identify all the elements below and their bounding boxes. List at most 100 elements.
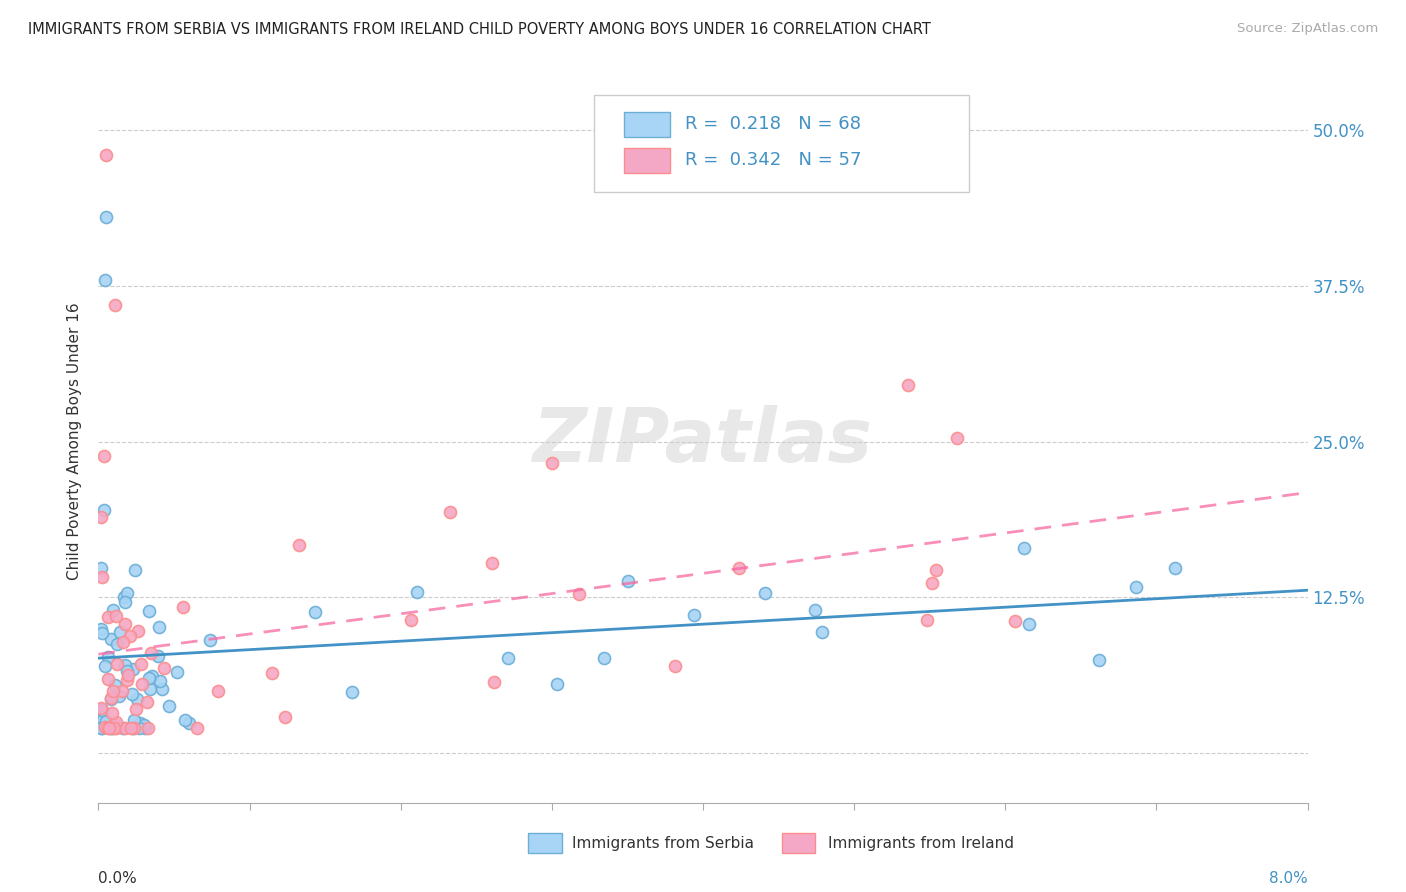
Point: [127, 624, 149, 639]
Point: [90, 721, 112, 735]
Point: [121, 721, 143, 735]
Point: [728, 560, 751, 574]
Point: [921, 575, 943, 590]
Point: [104, 678, 127, 692]
Point: [139, 682, 162, 697]
Point: [96, 148, 118, 162]
FancyBboxPatch shape: [782, 833, 815, 854]
Point: [114, 595, 136, 609]
Point: [207, 684, 229, 698]
Point: [101, 721, 124, 735]
Point: [93, 503, 115, 517]
FancyBboxPatch shape: [595, 95, 969, 193]
Point: [1087, 653, 1109, 667]
Point: [1018, 617, 1040, 632]
Point: [481, 556, 503, 570]
Point: [90, 721, 112, 735]
Point: [546, 677, 568, 691]
Point: [115, 673, 138, 688]
Point: [90, 701, 112, 715]
Point: [915, 613, 938, 627]
Point: [114, 616, 136, 631]
Text: 8.0%: 8.0%: [1268, 871, 1308, 887]
Point: [112, 721, 135, 735]
FancyBboxPatch shape: [624, 112, 671, 136]
Point: [114, 721, 136, 735]
Point: [152, 682, 174, 697]
Point: [100, 691, 122, 706]
Point: [97, 721, 120, 735]
Point: [496, 650, 519, 665]
Point: [129, 716, 152, 731]
Point: [97, 721, 120, 735]
Point: [136, 721, 159, 735]
Point: [124, 563, 146, 577]
Point: [177, 715, 200, 730]
Point: [104, 297, 127, 311]
Point: [96, 714, 118, 729]
Point: [100, 632, 122, 647]
Point: [166, 665, 188, 680]
Point: [105, 637, 128, 651]
Point: [172, 600, 194, 615]
Point: [482, 675, 505, 690]
Point: [146, 648, 169, 663]
Point: [141, 646, 163, 660]
Text: 0.0%: 0.0%: [98, 871, 138, 887]
Point: [103, 716, 125, 731]
Point: [91, 713, 114, 727]
Point: [103, 721, 125, 735]
Point: [274, 710, 297, 724]
Point: [121, 687, 143, 701]
Point: [124, 721, 146, 735]
Point: [804, 603, 827, 617]
Point: [112, 635, 135, 649]
Point: [101, 706, 124, 720]
Point: [664, 659, 686, 673]
Point: [149, 674, 172, 689]
Point: [100, 721, 122, 735]
Point: [122, 713, 145, 727]
Point: [100, 691, 122, 706]
FancyBboxPatch shape: [527, 833, 561, 854]
Point: [138, 671, 160, 685]
Point: [97, 609, 120, 624]
Point: [540, 457, 562, 471]
Point: [138, 605, 160, 619]
Text: Source: ZipAtlas.com: Source: ZipAtlas.com: [1237, 22, 1378, 36]
Point: [90, 561, 112, 575]
Point: [141, 669, 163, 683]
Point: [105, 714, 128, 729]
Point: [754, 586, 776, 600]
Point: [1125, 580, 1147, 594]
Point: [439, 505, 461, 519]
Point: [405, 585, 427, 599]
Text: Immigrants from Ireland: Immigrants from Ireland: [828, 836, 1014, 851]
Point: [186, 721, 208, 735]
Point: [125, 692, 148, 706]
Point: [90, 509, 112, 524]
Point: [114, 590, 136, 604]
Point: [134, 721, 156, 735]
Point: [592, 650, 614, 665]
Point: [568, 587, 591, 601]
Point: [97, 672, 120, 686]
Point: [115, 585, 138, 599]
Point: [682, 608, 704, 623]
Point: [108, 690, 131, 704]
Text: R =  0.342   N = 57: R = 0.342 N = 57: [685, 151, 862, 169]
Point: [129, 657, 152, 672]
Point: [340, 684, 363, 698]
Text: IMMIGRANTS FROM SERBIA VS IMMIGRANTS FROM IRELAND CHILD POVERTY AMONG BOYS UNDER: IMMIGRANTS FROM SERBIA VS IMMIGRANTS FRO…: [28, 22, 931, 37]
Text: R =  0.218   N = 68: R = 0.218 N = 68: [685, 115, 860, 133]
Point: [399, 613, 422, 627]
Point: [120, 721, 142, 735]
Point: [114, 658, 136, 673]
Point: [1014, 541, 1036, 555]
Point: [157, 698, 180, 713]
Point: [288, 538, 311, 552]
Point: [148, 620, 170, 634]
Point: [810, 624, 832, 639]
Point: [91, 703, 114, 717]
Point: [94, 658, 117, 673]
